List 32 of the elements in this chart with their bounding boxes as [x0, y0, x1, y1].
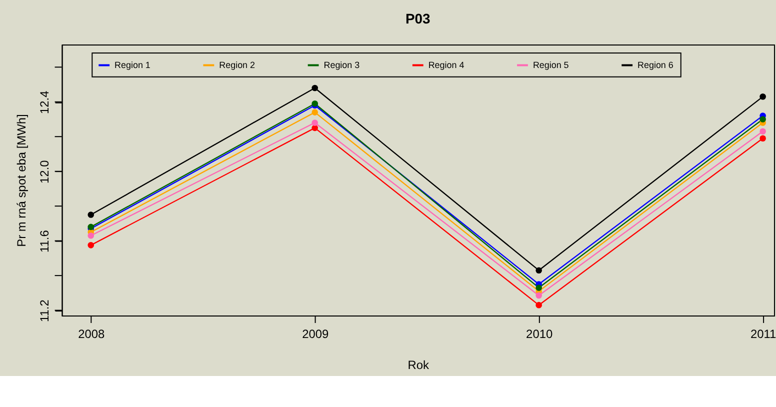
point [536, 267, 542, 274]
legend-label: Region 2 [219, 60, 256, 70]
x-tick-label: 2011 [750, 326, 776, 341]
legend-label: Region 3 [324, 60, 360, 70]
point [312, 84, 318, 92]
point [760, 116, 766, 122]
point [536, 284, 542, 291]
y-tick-label: 11.6 [37, 230, 52, 252]
point [312, 124, 318, 132]
x-tick-label: 2010 [526, 326, 553, 341]
point [88, 242, 94, 248]
point [312, 120, 318, 126]
legend-label: Region 1 [114, 60, 150, 70]
y-tick-label: 11.2 [37, 299, 52, 322]
point [760, 135, 766, 142]
point [536, 292, 542, 299]
x-tick-label: 2008 [78, 326, 106, 341]
point [536, 302, 542, 308]
y-tick-label: 12.0 [37, 160, 52, 184]
chart-title: P03 [405, 10, 431, 27]
legend-label: Region 6 [638, 60, 674, 70]
x-tick-label: 2009 [302, 326, 329, 341]
y-tick-label: 12.4 [37, 90, 52, 114]
point [88, 232, 94, 239]
y-axis-title: Pr m rná spot eba [MWh] [14, 114, 28, 247]
point [88, 212, 94, 218]
point [760, 94, 766, 100]
point [312, 109, 318, 116]
x-axis-title: Rok [408, 358, 430, 372]
legend-label: Region 5 [532, 60, 569, 70]
legend-label: Region 4 [428, 60, 464, 70]
point [760, 128, 766, 135]
